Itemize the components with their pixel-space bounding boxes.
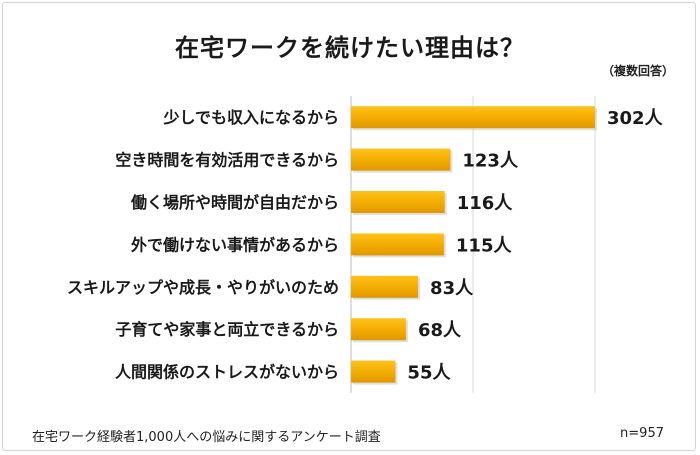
value-label: 83人 bbox=[430, 278, 474, 299]
bars bbox=[351, 106, 597, 385]
bar bbox=[351, 318, 406, 341]
survey-source: 在宅ワーク経験者1,000人への悩みに関するアンケート調査 bbox=[32, 430, 381, 445]
bar bbox=[351, 106, 595, 129]
category-label: 少しでも収入になるから bbox=[162, 108, 339, 127]
bar bbox=[351, 275, 419, 298]
value-labels: 302人 123人 116人 115人 83人 68人 55人 bbox=[407, 108, 663, 383]
category-label: 子育てや家事と両立できるから bbox=[115, 320, 339, 339]
category-label: スキルアップや成長・やりがいのため bbox=[67, 278, 339, 297]
value-label: 115人 bbox=[456, 235, 513, 256]
value-label: 123人 bbox=[462, 151, 519, 172]
category-label: 人間関係のストレスがないから bbox=[115, 363, 339, 382]
value-label: 68人 bbox=[418, 320, 462, 341]
value-label: 116人 bbox=[457, 193, 514, 214]
bar bbox=[351, 148, 451, 171]
category-label: 空き時間を有効活用できるから bbox=[115, 151, 339, 170]
bar bbox=[351, 360, 396, 383]
bar bbox=[351, 191, 445, 213]
value-label: 55人 bbox=[407, 363, 451, 384]
chart-title: 在宅ワークを続けたい理由は？ bbox=[175, 34, 525, 62]
bar bbox=[351, 233, 444, 256]
chart-frame bbox=[2, 2, 696, 451]
value-label: 302人 bbox=[607, 108, 664, 129]
sample-size: n=957 bbox=[620, 426, 664, 441]
category-labels: 少しでも収入になるから空き時間を有効活用できるから働く場所や時間が自由だから外で… bbox=[67, 108, 339, 381]
category-label: 外で働けない事情があるから bbox=[130, 235, 339, 254]
category-label: 働く場所や時間が自由だから bbox=[130, 193, 339, 212]
multiple-answer-note: （複数回答） bbox=[601, 64, 674, 78]
